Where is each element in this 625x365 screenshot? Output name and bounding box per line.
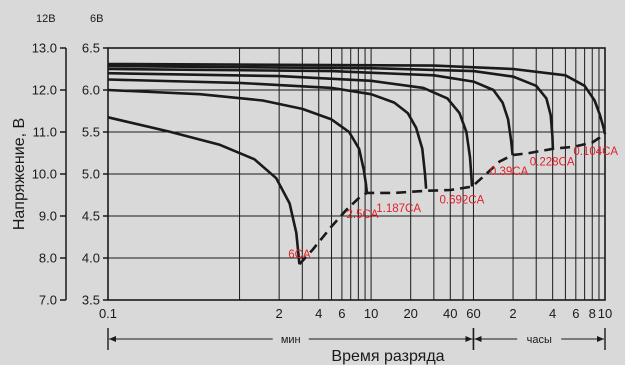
y-tick-label-12v: 11.0 xyxy=(33,125,57,140)
x-axis-title: Время разряда xyxy=(331,348,444,365)
x-tick-label: 6 xyxy=(572,306,579,321)
y-tick-label-12v: 10.0 xyxy=(32,167,57,182)
x-tick-label: 20 xyxy=(403,306,417,321)
discharge-curve xyxy=(107,88,369,194)
y-axis-12v: 12В 13.0 12.0 11.0 10.0 9.0 8.0 7.0 xyxy=(32,13,67,308)
y-tick-label-12v: 12.0 xyxy=(32,83,57,98)
y-tick-label-6v: 4.5 xyxy=(82,209,100,224)
x-tick-label: 40 xyxy=(443,306,457,321)
y-axis-12v-header: 12В xyxy=(36,13,56,25)
range-arrow xyxy=(109,336,116,342)
range-bar-label: часы xyxy=(527,334,552,346)
y-tick-label-6v: 3.5 xyxy=(82,293,100,308)
x-tick-label: 10 xyxy=(598,306,612,321)
discharge-curve xyxy=(107,116,301,265)
y-axis-6v: 6В 6.5 6.0 5.5 5.0 4.5 4.0 3.5 xyxy=(82,13,108,308)
x-tick-label: 2 xyxy=(509,306,516,321)
x-tick-label: 60 xyxy=(466,306,480,321)
x-tick-labels: 0.1 2 4 6 10 20 40 60 2 4 6 8 10 xyxy=(99,306,612,321)
x-tick-label: 2 xyxy=(276,306,283,321)
time-range-bars: мин часы xyxy=(107,328,606,350)
curve-label: 0.692CA xyxy=(440,194,485,206)
y-axis-title: Напряжение, В xyxy=(11,118,28,230)
x-tick-label: 4 xyxy=(315,306,322,321)
curve-label: 0.39CA xyxy=(490,166,529,178)
y-tick-label-6v: 4.0 xyxy=(82,251,100,266)
discharge-curve xyxy=(107,67,514,156)
y-tick-label-12v: 13.0 xyxy=(32,41,57,56)
curve-label: 1.187CA xyxy=(376,203,421,215)
range-arrow xyxy=(597,336,604,342)
x-tick-label: 10 xyxy=(364,306,378,321)
end-voltage-curve xyxy=(298,133,606,266)
y-tick-label-6v: 6.5 xyxy=(82,41,100,56)
y-tick-label-12v: 8.0 xyxy=(39,251,57,266)
discharge-curve xyxy=(107,64,555,149)
y-tick-label-6v: 5.5 xyxy=(82,125,100,140)
discharge-curve xyxy=(107,71,474,187)
y-tick-label-12v: 9.0 xyxy=(39,209,57,224)
discharge-curve xyxy=(107,62,607,135)
curve-label: 0.104CA xyxy=(573,146,618,158)
x-tick-label: 8 xyxy=(589,306,596,321)
y-tick-label-6v: 5.0 xyxy=(82,167,100,182)
y-axis-6v-header: 6В xyxy=(90,13,103,25)
y-tick-label-12v: 7.0 xyxy=(39,293,57,308)
x-tick-label: 4 xyxy=(549,306,556,321)
curve-label: 0.228CA xyxy=(530,157,575,169)
y-tick-label-6v: 6.0 xyxy=(82,83,100,98)
range-arrow xyxy=(465,336,473,342)
x-tick-label: 0.1 xyxy=(99,306,117,321)
curve-label: 6CA xyxy=(288,249,311,261)
x-tick-label: 6 xyxy=(338,306,345,321)
discharge-curve xyxy=(107,78,428,189)
curve-label: 2.5CA xyxy=(346,209,378,221)
range-bar-label: мин xyxy=(281,334,301,346)
discharge-curves xyxy=(107,62,607,265)
range-arrow xyxy=(474,336,482,342)
